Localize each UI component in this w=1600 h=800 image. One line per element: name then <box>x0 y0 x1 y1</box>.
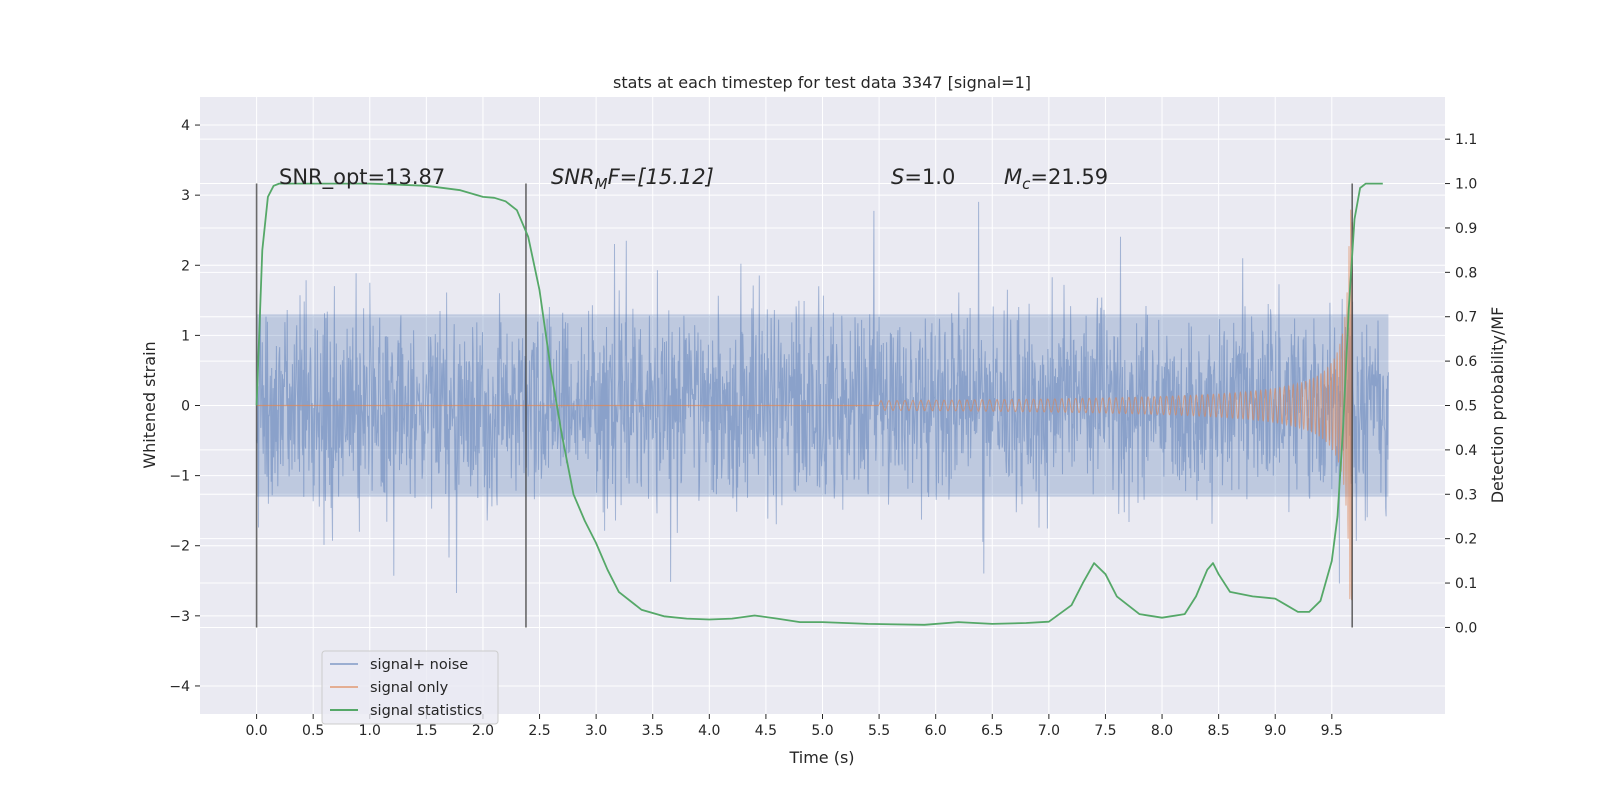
x-tick-label: 9.5 <box>1321 723 1343 739</box>
x-tick-label: 7.0 <box>1038 723 1060 739</box>
y-left-axis-label: Whitened strain <box>140 341 159 468</box>
x-tick-label: 5.0 <box>811 723 833 739</box>
x-tick-label: 2.5 <box>528 723 550 739</box>
x-tick-label: 0.0 <box>245 723 267 739</box>
annotation-mc: Mc=21.59 <box>1004 165 1108 193</box>
x-tick-label: 7.5 <box>1094 723 1116 739</box>
y-left-tick-label: 1 <box>181 328 190 344</box>
signal-only-line <box>878 209 1353 601</box>
legend-label-signal-noise: signal+ noise <box>370 657 468 673</box>
y-right-tick-label: 0.7 <box>1455 310 1477 326</box>
y-right-tick-label: 0.0 <box>1455 620 1477 636</box>
annotation-s-main: S <box>891 165 904 189</box>
x-tick-label: 1.5 <box>415 723 437 739</box>
y-left-tick-label: −2 <box>169 539 190 555</box>
annotation-mc-sub: c <box>1022 175 1031 193</box>
y-left-axis-ticks: 4 3 2 1 0 −1 −2 −3 −4 <box>169 118 200 695</box>
x-tick-label: 0.5 <box>302 723 324 739</box>
legend-box <box>321 650 499 725</box>
x-tick-label: 3.5 <box>642 723 664 739</box>
annotation-snr-mf-main: SNR <box>551 165 595 189</box>
legend-label-signal-statistics: signal statistics <box>370 703 482 719</box>
y-right-tick-label: 1.0 <box>1455 177 1477 193</box>
y-right-axis-label: Detection probability/MF <box>1488 307 1507 504</box>
y-left-tick-label: 3 <box>181 188 190 204</box>
y-right-tick-label: 0.5 <box>1455 399 1477 415</box>
y-right-tick-label: 0.4 <box>1455 443 1477 459</box>
annotation-snr-mf: SNRMF=[15.12] <box>551 165 714 193</box>
x-tick-label: 1.0 <box>359 723 381 739</box>
annotation-snr-opt: SNR_opt=13.87 <box>279 165 445 190</box>
y-left-tick-label: 0 <box>181 399 190 415</box>
annotations: SNR_opt=13.87 SNRMF=[15.12] S=1.0 Mc=21.… <box>279 165 1108 193</box>
y-left-tick-label: 4 <box>181 118 190 134</box>
annotation-s: S=1.0 <box>891 165 955 189</box>
y-right-axis-ticks: 1.1 1.0 0.9 0.8 0.7 0.6 0.5 0.4 0.3 0.2 0.1 0.0 <box>1445 132 1477 636</box>
y-right-tick-label: 0.8 <box>1455 265 1477 281</box>
chart-title: stats at each timestep for test data 334… <box>613 73 1031 92</box>
x-axis-label: Time (s) <box>788 748 854 767</box>
x-tick-label: 2.0 <box>472 723 494 739</box>
x-tick-label: 5.5 <box>868 723 890 739</box>
annotation-snr-mf-rest: F=[15.12] <box>608 165 714 189</box>
series-signal-statistics <box>255 182 1383 626</box>
y-right-tick-label: 0.3 <box>1455 487 1477 503</box>
series-signal-only <box>256 209 1353 601</box>
annotation-mc-rest: =21.59 <box>1030 165 1108 189</box>
legend: signal+ noise signal only signal statist… <box>321 650 499 725</box>
y-left-tick-label: −1 <box>169 469 190 485</box>
annotation-s-rest: =1.0 <box>904 165 955 189</box>
x-tick-label: 4.0 <box>698 723 720 739</box>
legend-label-signal-only: signal only <box>370 680 449 696</box>
y-right-tick-label: 0.6 <box>1455 354 1477 370</box>
annotation-mc-main: M <box>1004 165 1022 189</box>
x-tick-label: 9.0 <box>1264 723 1286 739</box>
y-left-tick-label: −4 <box>169 679 190 695</box>
x-tick-label: 6.5 <box>981 723 1003 739</box>
x-tick-label: 8.5 <box>1208 723 1230 739</box>
signal-noise-line <box>256 201 1389 594</box>
y-right-tick-label: 1.1 <box>1455 132 1477 148</box>
x-tick-label: 4.5 <box>755 723 777 739</box>
y-right-tick-label: 0.9 <box>1455 221 1477 237</box>
y-left-tick-label: 2 <box>181 258 190 274</box>
x-axis-ticks: 0.0 0.5 1.0 1.5 2.0 2.5 3.0 3.5 4.0 4.5 5.0 5.5 6.0 6… <box>245 714 1343 739</box>
y-right-tick-label: 0.1 <box>1455 576 1477 592</box>
x-tick-label: 3.0 <box>585 723 607 739</box>
x-tick-label: 6.0 <box>925 723 947 739</box>
y-right-tick-label: 0.2 <box>1455 532 1477 548</box>
annotation-snr-mf-sub: M <box>595 175 608 193</box>
signal-statistics-line <box>255 182 1383 626</box>
x-tick-label: 8.0 <box>1151 723 1173 739</box>
y-left-tick-label: −3 <box>169 609 190 625</box>
